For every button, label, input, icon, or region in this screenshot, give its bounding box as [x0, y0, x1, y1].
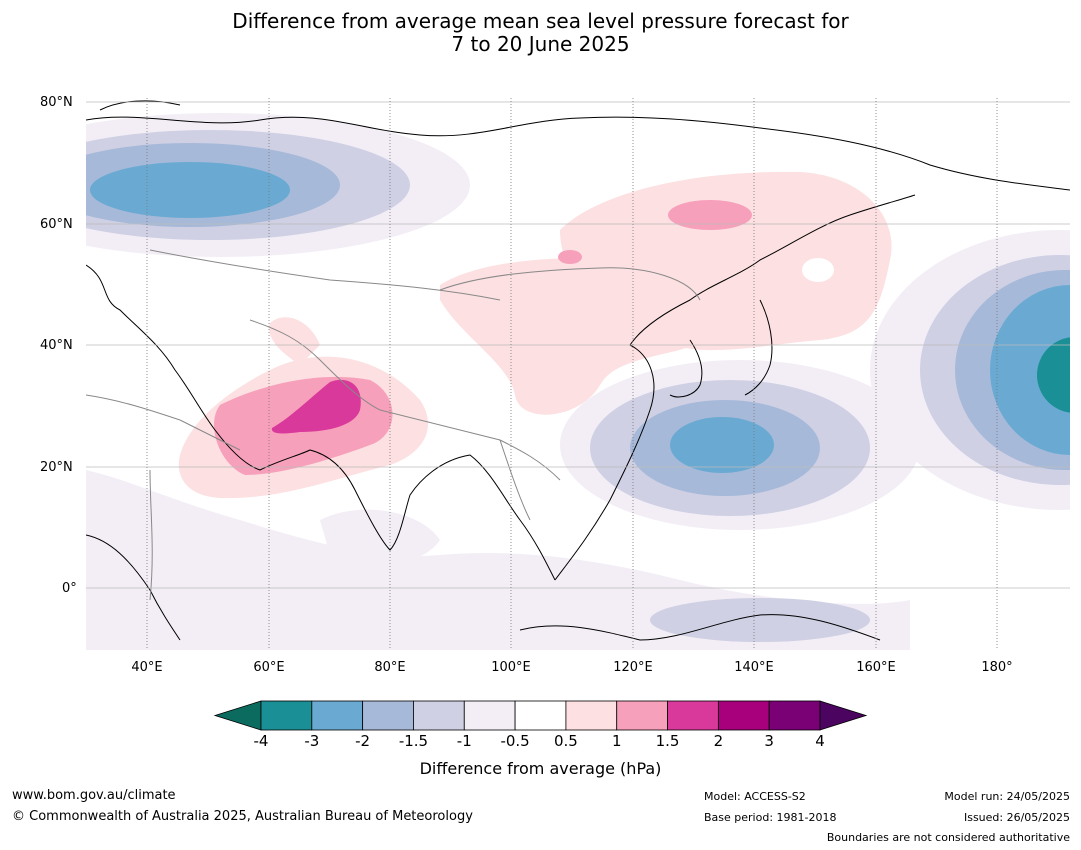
colorbar-cell: [514, 700, 567, 731]
colorbar-cell: [311, 700, 364, 731]
lon-label-180: 180°: [981, 660, 1013, 675]
colorbar-cell: [768, 700, 821, 731]
footer-disclaimer: Boundaries are not considered authoritat…: [826, 831, 1070, 844]
map-title-line1: Difference from average mean sea level p…: [232, 9, 849, 33]
colorbar-tick-label: 4: [815, 732, 825, 750]
colorbar-tick-label: -2: [355, 732, 371, 750]
anomaly-low-nw: [90, 162, 290, 218]
anomaly-high-south-asia: [269, 317, 320, 365]
lat-label-0: 0°: [62, 581, 77, 596]
colorbar-cell: [565, 700, 618, 731]
country-borders: [86, 249, 701, 601]
anomaly-fields: [86, 100, 1070, 650]
map-title-line2: 7 to 20 June 2025: [451, 32, 630, 56]
lon-label-80e: 80°E: [374, 660, 406, 675]
lon-label-60e: 60°E: [253, 660, 285, 675]
colorbar-cell: [667, 700, 719, 731]
anomaly-high-siberia-core: [668, 200, 752, 230]
footer-base-period: Base period: 1981-2018: [704, 811, 837, 824]
footer-copyright: © Commonwealth of Australia 2025, Austra…: [12, 809, 473, 824]
footer-model: Model: ACCESS-S2: [704, 790, 806, 803]
colorbar-tick-label: 1: [611, 732, 622, 750]
anomaly-high-south-asia-core: [271, 379, 361, 434]
lon-label-120e: 120°E: [613, 660, 653, 675]
colorbar-tick-label: -1.5: [398, 732, 429, 750]
lon-label-140e: 140°E: [734, 660, 774, 675]
colorbar-cell: [362, 700, 414, 731]
colorbar-cell: [260, 700, 313, 731]
footer-model-run: Model run: 24/05/2025: [944, 790, 1070, 803]
colorbar-tick-label: -4: [253, 732, 269, 750]
lat-label-20n: 20°N: [40, 460, 73, 475]
colorbar-tick-label: -1: [456, 732, 472, 750]
lon-label-160e: 160°E: [856, 660, 896, 675]
colorbar-cell: [463, 700, 516, 731]
colorbar-over-arrow: [819, 700, 868, 731]
colorbar-label: Difference from average (hPa): [419, 759, 662, 778]
colorbar-tick-label: 3: [764, 732, 774, 750]
colorbar-tick-label: 1.5: [655, 732, 680, 750]
anomaly-low-tropics-west: [320, 509, 440, 565]
colorbar-tick-label: 0.5: [553, 732, 578, 750]
lat-label-60n: 60°N: [40, 217, 73, 232]
colorbar-tick-label: 2: [713, 732, 724, 750]
lat-label-80n: 80°N: [40, 95, 73, 110]
anomaly-high-siberia: [560, 171, 892, 351]
graticule: [86, 98, 1070, 650]
colorbar-tick-label: -0.5: [500, 732, 530, 750]
anomaly-high-siberia-core: [558, 250, 582, 264]
footer-url[interactable]: www.bom.gov.au/climate: [12, 788, 176, 803]
colorbar-cell: [717, 700, 770, 731]
colorbar-cells: [260, 700, 821, 731]
colorbar-cell: [413, 700, 465, 731]
anomaly-low-north-pacific-core: [1037, 337, 1070, 413]
anomaly-low-indonesia: [650, 598, 870, 642]
colorbar-tick-label: -3: [304, 732, 320, 750]
anomaly-low-north-pacific: [990, 285, 1070, 455]
colorbar-under-arrow: [213, 700, 262, 731]
lon-label-100e: 100°E: [491, 660, 531, 675]
colorbar-cell: [616, 700, 668, 731]
footer-issued: Issued: 26/05/2025: [963, 811, 1070, 824]
anomaly-low-west-pacific-core: [670, 417, 774, 473]
anomaly-hole: [802, 258, 834, 282]
lat-label-40n: 40°N: [40, 338, 73, 353]
lon-label-40e: 40°E: [131, 660, 163, 675]
